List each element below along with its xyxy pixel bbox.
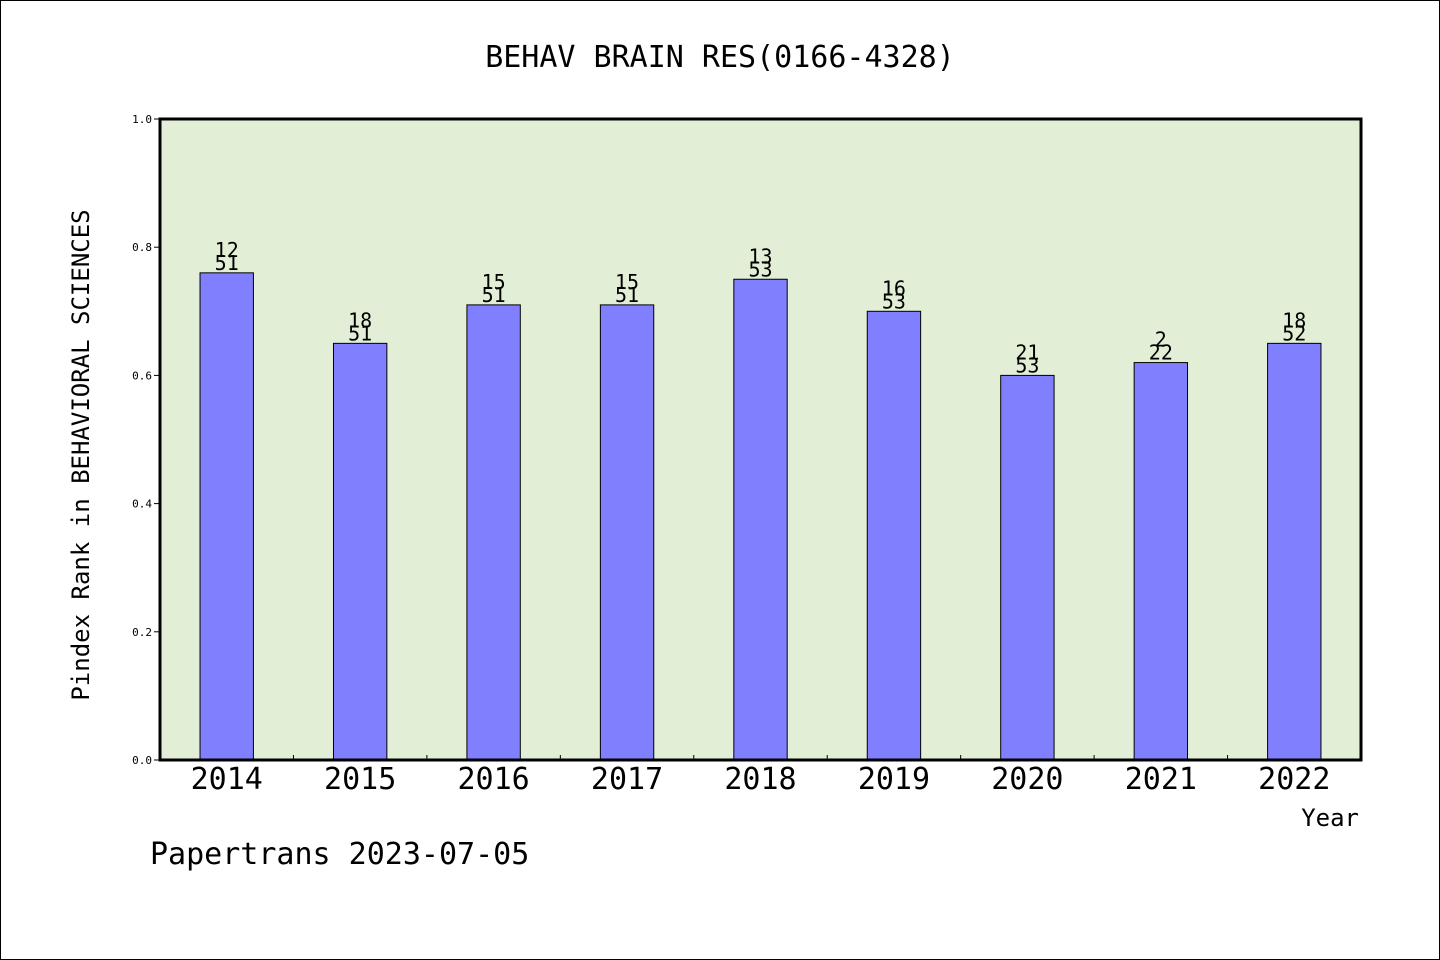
x-tick-label: 2015 bbox=[324, 762, 396, 797]
bar-total-label: 51 bbox=[482, 283, 506, 307]
bar-rank-label: 21 bbox=[1015, 340, 1039, 364]
bars-group bbox=[199, 272, 1322, 761]
bar-2018 bbox=[733, 278, 788, 761]
bar-total-label: 51 bbox=[348, 321, 372, 345]
y-tick-label: 0.4 bbox=[132, 498, 152, 511]
x-tick-label: 2020 bbox=[991, 762, 1063, 797]
y-tick-label: 1.0 bbox=[132, 113, 152, 126]
x-tick-label: 2018 bbox=[724, 762, 796, 797]
bar-rank-label: 12 bbox=[215, 238, 239, 262]
y-axis-label: Pindex Rank in BEHAVIORAL SCIENCES bbox=[67, 209, 95, 700]
x-tick-label: 2016 bbox=[457, 762, 529, 797]
bar-rank-label: 16 bbox=[882, 276, 906, 300]
y-axis: 0.0 0.2 0.4 0.6 0.8 1.0 bbox=[132, 113, 160, 767]
y-tick-label: 0.8 bbox=[132, 241, 152, 254]
bar-2022 bbox=[1267, 342, 1322, 761]
bar-rank-label: 2 bbox=[1155, 328, 1167, 352]
bar-2017 bbox=[599, 304, 655, 761]
bar-rank-label: 18 bbox=[348, 308, 372, 332]
bar-rank-label: 15 bbox=[482, 270, 506, 294]
bar-2021 bbox=[1133, 362, 1189, 761]
bar-rank-label: 15 bbox=[615, 270, 639, 294]
bar-total-label: 51 bbox=[615, 283, 639, 307]
x-tick-label: 2022 bbox=[1258, 762, 1330, 797]
x-axis-label: Year bbox=[1301, 804, 1359, 832]
bar-total-label: 52 bbox=[1282, 321, 1306, 345]
y-tick-label: 0.6 bbox=[132, 369, 152, 382]
y-tick-label: 0.0 bbox=[132, 754, 152, 767]
bar-total-label: 53 bbox=[1015, 353, 1039, 377]
bar-rank-label: 18 bbox=[1282, 308, 1306, 332]
x-axis: 2014 2015 2016 2017 2018 2019 2020 2021 2022 bbox=[191, 755, 1330, 797]
chart-title: BEHAV BRAIN RES(0166-4328) bbox=[485, 40, 955, 75]
x-tick-label: 2014 bbox=[191, 762, 263, 797]
x-tick-label: 2021 bbox=[1125, 762, 1197, 797]
bar-2020 bbox=[1000, 374, 1055, 761]
plot-border bbox=[158, 117, 1363, 762]
bar-2015 bbox=[332, 342, 388, 761]
footer-watermark: Papertrans 2023-07-05 bbox=[150, 837, 529, 872]
y-tick-label: 0.2 bbox=[132, 626, 152, 639]
bar-total-label: 53 bbox=[882, 289, 906, 313]
bar-rank-label: 13 bbox=[748, 244, 772, 268]
bar-2016 bbox=[466, 304, 521, 761]
bar-total-label: 22 bbox=[1149, 341, 1173, 365]
bar-2019 bbox=[866, 310, 922, 761]
bar-2014 bbox=[199, 272, 254, 761]
bar-total-label: 53 bbox=[748, 257, 772, 281]
x-tick-label: 2019 bbox=[858, 762, 930, 797]
x-tick-label: 2017 bbox=[591, 762, 663, 797]
bar-total-label: 51 bbox=[215, 251, 239, 275]
